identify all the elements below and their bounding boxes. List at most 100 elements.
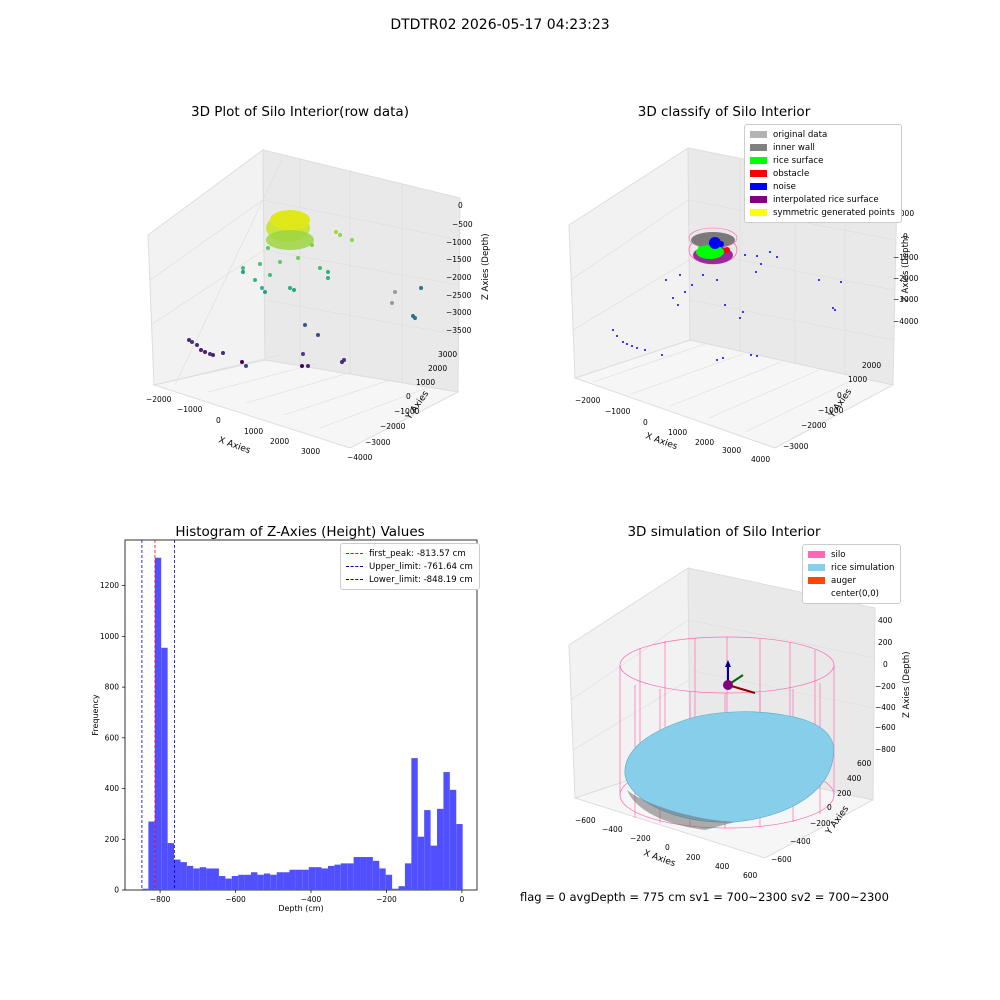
histogram-bar [334, 864, 341, 890]
legend-item: noise [750, 180, 895, 193]
p2-xtick: 2000 [695, 438, 714, 447]
histogram-bar [308, 867, 316, 890]
p4-ztick: −600 [875, 723, 896, 732]
p2-xtick: 4000 [751, 455, 770, 464]
legend-swatch [808, 590, 825, 597]
p1-ytick: 2000 [428, 364, 447, 373]
histogram-bar [347, 863, 354, 890]
auger [723, 660, 756, 694]
legend-item: original data [750, 128, 895, 141]
histogram-bar [199, 867, 207, 890]
p4-xtick: −200 [630, 834, 651, 843]
panel1-back-wall-right [262, 149, 461, 393]
histogram-bar [404, 863, 412, 890]
histogram-bar [218, 876, 226, 890]
histogram-bar [366, 857, 373, 890]
histogram-bar [231, 876, 239, 890]
y-tick-label: 1200 [100, 581, 119, 590]
panel1-title: 3D Plot of Silo Interior(row data) [191, 104, 409, 120]
p2-ytick: −2000 [801, 421, 827, 430]
legend-label: original data [773, 129, 828, 140]
legend-item: Lower_limit: -848.19 cm [346, 573, 473, 586]
histogram-bar [270, 874, 277, 890]
histogram-bar [315, 867, 322, 890]
histogram-bar [321, 868, 328, 890]
p2-ytick: −1000 [818, 406, 844, 415]
legend-swatch [750, 183, 767, 190]
histogram-bar [430, 845, 437, 890]
p2-ztick: 0 [903, 232, 908, 241]
histogram-bar [327, 865, 335, 890]
legend-label: rice simulation [831, 562, 895, 573]
histogram-bar [174, 859, 181, 890]
panel4-title: 3D simulation of Silo Interior [627, 524, 821, 540]
status-footer: flag = 0 avgDepth = 775 cm sv1 = 700~230… [520, 890, 889, 904]
y-tick-label: 800 [105, 683, 120, 692]
histogram-legend: first_peak: -813.57 cm Upper_limit: -761.… [340, 543, 480, 590]
histogram-bar [225, 878, 232, 890]
p2-ztick: −1000 [893, 253, 919, 262]
p2-ytick: 0 [837, 391, 842, 400]
histogram-bar [340, 863, 348, 890]
histogram-bar [417, 836, 425, 890]
legend-item: first_peak: -813.57 cm [346, 547, 473, 560]
p2-ytick: 2000 [862, 361, 881, 370]
p1-xtick: −1000 [177, 405, 203, 414]
legend-swatch [750, 144, 767, 151]
p2-xtick: −1000 [605, 407, 631, 416]
legend-label: center(0,0) [831, 588, 880, 599]
histogram-bar [353, 857, 361, 890]
legend-label: obstacle [773, 168, 810, 179]
panel4-legend: silo rice simulation auger center(0,0) [802, 544, 902, 604]
panel1-points [187, 210, 423, 368]
panel2-title: 3D classify of Silo Interior [637, 104, 811, 120]
p1-ztick: −2000 [446, 273, 472, 282]
legend-swatch [808, 577, 825, 584]
legend-swatch [750, 131, 767, 138]
p2-ztick: 1000 [895, 209, 914, 218]
histogram-bar [302, 869, 309, 890]
p4-ytick: −400 [790, 837, 811, 846]
histogram-bar [154, 557, 162, 890]
panel2-legend: original data inner wall rice surface obsta… [744, 124, 902, 223]
histogram-bar [180, 862, 187, 890]
histogram-bar [437, 808, 444, 890]
histogram-bar [148, 821, 155, 890]
p2-ztick: −2000 [893, 274, 919, 283]
p1-ztick: −500 [452, 220, 473, 229]
histogram-ylabel: Frequency [91, 694, 100, 736]
histogram-bar [411, 758, 418, 890]
legend-label: Upper_limit: -761.64 cm [369, 561, 473, 572]
x-tick-label: 0 [460, 895, 465, 904]
silo-wireframe [619, 636, 835, 829]
p4-ytick: 200 [837, 789, 852, 798]
histogram-bar [283, 872, 290, 890]
legend-item: Upper_limit: -761.64 cm [346, 560, 473, 573]
panel3-title: Histogram of Z-Axies (Height) Values [175, 524, 425, 540]
x-tick-label: −600 [225, 895, 246, 904]
panel2-gridlines [570, 160, 896, 433]
legend-swatch [750, 209, 767, 216]
histogram-bar [443, 772, 450, 890]
histogram-bar [289, 869, 296, 890]
p1-ytick: 1000 [416, 378, 435, 387]
histogram-bar [263, 873, 271, 890]
p4-xtick: 400 [715, 862, 730, 871]
y-tick-label: 600 [105, 733, 120, 742]
panel1-gridlines [149, 157, 461, 429]
histogram-bar [193, 868, 200, 890]
p1-xtick: 2000 [270, 437, 289, 446]
rice-simulation-surface [624, 711, 835, 830]
p4-ytick: −600 [771, 855, 792, 864]
p4-ytick: 0 [827, 803, 832, 812]
legend-item: obstacle [750, 167, 895, 180]
panel1-back-wall-left [147, 149, 266, 386]
y-tick-label: 400 [105, 784, 120, 793]
legend-swatch [808, 551, 825, 558]
p1-ztick: −1500 [446, 255, 472, 264]
histogram-bar [360, 857, 367, 890]
p4-ytick: −200 [810, 819, 831, 828]
p1-xlabel: X Axies [217, 435, 252, 456]
x-tick-label: −800 [150, 895, 171, 904]
legend-swatch [808, 564, 825, 571]
